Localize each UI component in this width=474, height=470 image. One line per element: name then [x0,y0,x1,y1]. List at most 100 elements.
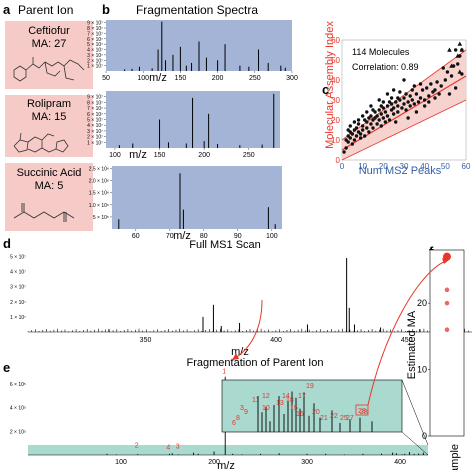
data-point [400,106,404,110]
panel-b-title: Fragmentation Spectra [136,3,258,17]
panel-letter-c: c [322,82,329,97]
y-tick-label: 4 × 10⁵ [10,406,26,412]
y-tick-label: 20 [331,116,340,125]
zoom-connector [401,431,429,456]
data-point [369,104,373,108]
inset-peak-label: 3 [240,405,244,412]
y-tick-label: 5 × 10⁷ [10,255,26,261]
x-tick-label: 300 [286,75,298,82]
data-point [412,84,417,88]
inset-peak-label: 16 [296,411,304,418]
y-tick-label: 30 [331,96,340,105]
data-point [379,124,383,128]
data-point [350,132,355,136]
data-point [427,100,431,104]
zoom-connector [401,379,429,446]
succinic-acid-ma: MA: 5 [35,180,64,192]
y-tick-label: 5 × 10⁷ [87,118,103,124]
inset-peak-label: 19 [306,383,314,390]
y-tick-label: 1 × 10⁷ [87,140,103,146]
data-point [447,92,452,96]
data-point [385,114,390,118]
f-ylabel: Estimated MA [406,310,418,379]
estimate-point [443,252,451,261]
y-tick-label: 7 × 10⁷ [87,31,103,37]
y-tick-label: 0 [422,431,427,441]
data-point [365,126,369,130]
x-tick-label: 400 [394,459,406,466]
data-point [443,78,448,82]
data-point [391,88,396,92]
c-annotation-corr: Correlation: 0.89 [352,62,419,72]
data-point [420,88,425,92]
data-point [412,102,417,106]
y-tick-label: 2 × 10⁵ [10,429,26,435]
x-tick-label: 300 [301,459,313,466]
data-point [402,102,406,106]
data-point [414,92,419,96]
inset-peak-label: 6 [232,420,236,427]
data-point [383,120,388,124]
c-ylabel: Molecular Assembly Index [324,21,336,149]
data-point [385,92,390,96]
plot-frame [429,249,465,437]
data-point [408,94,412,98]
y-tick-label: 6 × 10⁷ [87,112,103,118]
c-xlabel: Num MS2 Peaks [359,165,442,177]
x-tick-label: 50 [102,75,110,82]
y-tick-label: 9 × 10⁷ [87,95,103,101]
inset-peak-label: 13 [276,400,284,407]
estimate-point [444,327,450,333]
data-point [358,136,363,140]
data-point [360,124,365,128]
data-point [414,110,419,114]
inset-peak-label: 10 [262,405,270,412]
inset-peak-label: 9 [244,409,248,416]
x-tick-label: 60 [462,162,471,171]
triangle-point [459,47,465,52]
data-point [445,70,450,74]
rolipram-box [5,95,93,157]
y-tick-label: 4 × 10⁷ [10,270,26,276]
c-annotation-count: 114 Molecules [352,47,410,57]
data-point [453,48,458,52]
data-point [379,112,383,116]
b-xlabel-2: m/z [173,230,191,242]
data-point [387,100,392,104]
data-point [402,78,406,82]
estimate-point [444,287,450,293]
low-intensity-band [28,445,428,455]
inset-peak-label: 11 [252,397,259,404]
y-tick-label: 8 × 10⁷ [87,26,103,32]
data-point [406,100,410,104]
panel-d-title: Full MS1 Scan [189,239,261,251]
estimate-point [444,300,450,306]
data-point [398,90,402,94]
data-point [425,86,429,90]
highlight-label: 28 [358,408,366,415]
y-tick-label: 2.0 × 10⁶ [89,179,109,185]
inset-peak-label: 25 [340,415,348,422]
y-tick-label: 4 × 10⁷ [87,48,103,54]
data-point [346,140,350,144]
data-point [453,86,458,90]
triangle-point [455,53,461,58]
x-tick-label: 10 [358,162,367,171]
triangle-point [447,47,452,52]
data-point [365,110,369,114]
x-tick-label: 250 [249,75,261,82]
data-point [396,104,400,108]
data-point [356,118,361,122]
ceftiofur-name: Ceftiofur [28,25,70,37]
y-tick-label: 6 × 10⁷ [87,37,103,43]
data-point [404,108,408,112]
x-tick-label: 80 [200,233,208,240]
inset-peak-label: 17 [298,393,306,400]
data-point [371,126,375,130]
panel-letter-a: a [3,2,11,17]
data-point [456,62,460,66]
d-to-e-arrowhead-icon [232,353,239,360]
triangle-point [457,41,463,46]
